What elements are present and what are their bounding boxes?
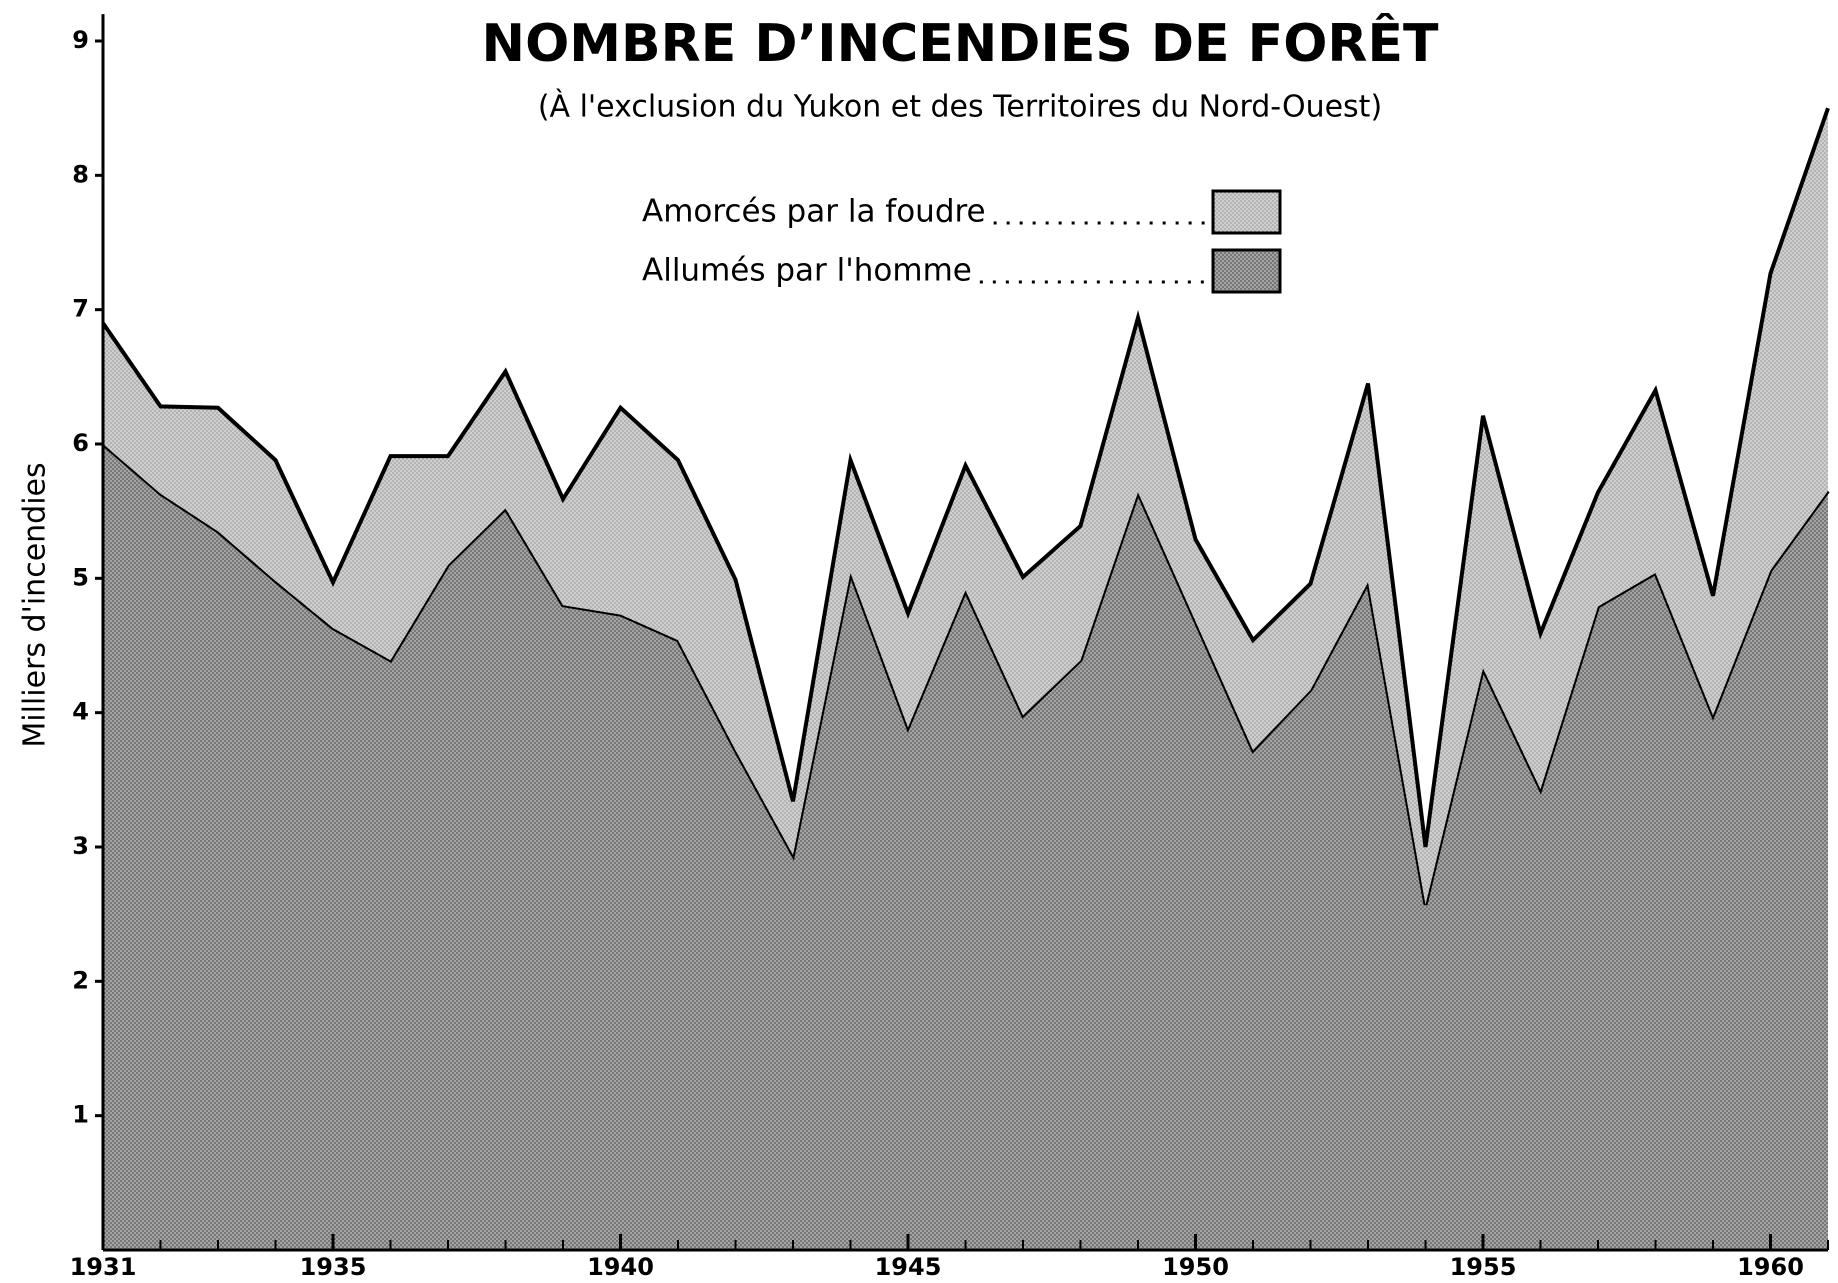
y-tick-label: 4	[72, 698, 89, 726]
area	[103, 108, 1828, 905]
y-tick-label: 6	[72, 429, 89, 457]
x-tick-label: 1931	[70, 1253, 137, 1281]
chart-subtitle: (À l'exclusion du Yukon et des Territoir…	[538, 89, 1382, 125]
y-tick-label: 1	[72, 1101, 89, 1129]
y-tick-label: 2	[72, 966, 89, 994]
y-tick-label: 5	[72, 563, 89, 591]
legend-label: Allumés par l'homme	[642, 253, 972, 289]
x-tick-label: 1950	[1162, 1253, 1229, 1281]
x-tick-label: 1935	[300, 1253, 367, 1281]
y-tick-label: 8	[72, 160, 89, 188]
y-tick-label: 9	[72, 26, 89, 54]
y-tick-label: 7	[72, 295, 89, 323]
x-tick-label: 1955	[1450, 1253, 1517, 1281]
legend-label: Amorcés par la foudre	[642, 194, 986, 230]
x-tick-label: 1940	[587, 1253, 654, 1281]
chart-title: NOMBRE D’INCENDIES DE FORÊT	[482, 13, 1439, 74]
legend-swatch	[1211, 189, 1282, 235]
x-tick-label: 1960	[1737, 1253, 1804, 1281]
area	[103, 444, 1828, 1250]
x-tick-label: 1945	[875, 1253, 942, 1281]
legend-swatch	[1211, 248, 1282, 294]
area-outline	[101, 107, 1830, 848]
y-axis-label: Milliers d'incendies	[18, 462, 53, 747]
y-tick-label: 3	[72, 832, 89, 860]
